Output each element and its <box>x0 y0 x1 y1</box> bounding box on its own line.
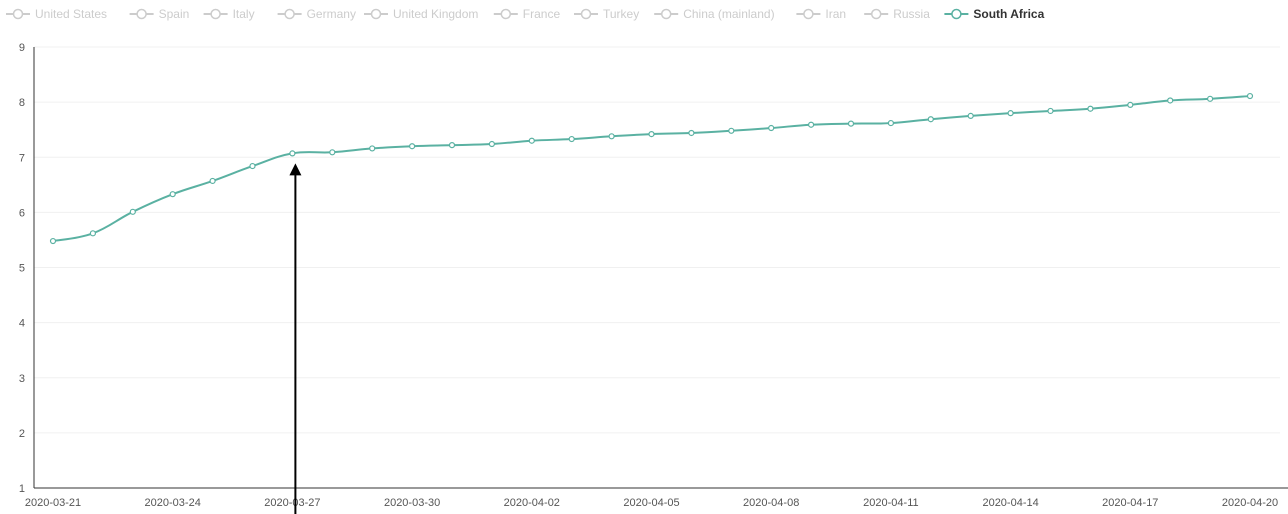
data-point <box>169 191 176 198</box>
x-tick-label: 2020-03-21 <box>25 497 81 509</box>
x-tick-label: 2020-04-11 <box>863 497 918 509</box>
data-point <box>688 129 695 137</box>
data-point <box>1007 110 1014 117</box>
y-tick-label: 5 <box>19 263 25 275</box>
data-point <box>528 137 535 144</box>
data-point <box>1047 107 1054 115</box>
y-tick-label: 1 <box>19 483 25 495</box>
data-point <box>648 130 655 138</box>
data-point <box>1087 105 1094 112</box>
data-point <box>608 133 615 140</box>
legend-label: China (mainland) <box>683 7 774 21</box>
data-point <box>768 124 775 132</box>
data-point <box>967 112 974 120</box>
legend-item[interactable]: China (mainland) <box>654 7 775 21</box>
y-tick-label: 7 <box>19 152 25 164</box>
legend-item[interactable]: Russia <box>864 7 930 21</box>
annotation-layer <box>289 163 302 514</box>
legend-marker-icon <box>136 8 147 20</box>
data-point <box>289 150 296 157</box>
legend-marker-icon <box>284 8 295 20</box>
data-point <box>728 127 735 134</box>
series-layer <box>49 92 1254 245</box>
legend-item[interactable]: France <box>493 7 561 21</box>
data-point <box>329 149 336 156</box>
legend-marker-icon <box>500 8 512 20</box>
legend-item[interactable]: United States <box>6 7 107 21</box>
data-point <box>807 121 815 128</box>
y-tick-label: 9 <box>19 42 25 54</box>
legend-item[interactable]: Iran <box>796 7 846 21</box>
legend-label: France <box>523 7 561 21</box>
data-point <box>1127 101 1134 108</box>
data-point <box>209 177 216 185</box>
data-point <box>49 237 57 245</box>
data-point <box>89 230 97 237</box>
legend-marker-icon <box>370 8 382 20</box>
x-tick-label: 2020-04-17 <box>1102 497 1158 509</box>
y-axis: 1 2 3 4 5 6 7 8 9 <box>19 42 35 495</box>
data-point <box>369 145 376 152</box>
legend-label: United Kingdom <box>393 7 478 21</box>
y-tick-label: 8 <box>19 97 25 109</box>
series-line <box>52 95 1251 243</box>
x-tick-label: 2020-04-05 <box>623 497 679 509</box>
y-tick-label: 2 <box>19 428 25 440</box>
x-tick-label: 2020-04-14 <box>982 497 1038 509</box>
legend-item[interactable]: Italy <box>203 7 255 21</box>
legend-marker-icon <box>12 8 24 20</box>
legend-marker-icon <box>870 8 882 20</box>
legend-label: Italy <box>233 7 255 21</box>
data-point <box>249 162 256 170</box>
annotation-arrow-head <box>289 163 302 176</box>
legend-label: Iran <box>825 7 846 21</box>
y-tick-label: 4 <box>19 318 25 330</box>
legend-label: Russia <box>893 7 930 21</box>
data-point <box>887 119 895 127</box>
x-tick-label: 2020-03-27 <box>264 497 320 509</box>
x-tick-label: 2020-04-08 <box>743 497 799 509</box>
legend-item[interactable]: Turkey <box>574 7 639 21</box>
data-point <box>847 120 855 127</box>
y-tick-label: 3 <box>19 373 25 385</box>
legend-item[interactable]: Germany <box>277 7 356 21</box>
data-point <box>1206 95 1214 102</box>
data-point <box>927 116 934 123</box>
legend-item[interactable]: Spain <box>129 7 190 21</box>
legend-marker-icon <box>951 8 962 20</box>
legend-marker-icon <box>580 8 592 20</box>
legend-marker-icon <box>803 8 814 20</box>
data-point <box>1246 92 1254 100</box>
x-tick-label: 2020-04-20 <box>1222 497 1278 509</box>
data-point <box>129 208 136 215</box>
chart-legend: United States Spain Italy Germany United Kin… <box>6 7 1045 21</box>
data-point <box>568 135 575 143</box>
legend-label: Turkey <box>603 7 639 21</box>
legend-label: Germany <box>307 7 356 21</box>
data-point <box>488 140 495 148</box>
data-point <box>1167 97 1174 104</box>
data-point <box>448 142 456 149</box>
legend-label: United States <box>35 7 107 21</box>
x-axis: 2020-03-21 2020-03-24 2020-03-27 2020-03-30… <box>25 487 1288 509</box>
legend-marker-icon <box>660 8 672 20</box>
legend-item[interactable]: United Kingdom <box>364 7 478 21</box>
x-tick-label: 2020-04-02 <box>504 497 560 509</box>
x-tick-label: 2020-03-30 <box>384 497 440 509</box>
chart-grid <box>34 46 1280 434</box>
x-tick-label: 2020-03-24 <box>145 497 201 509</box>
legend-label: Spain <box>159 7 190 21</box>
legend-label: South Africa <box>973 7 1044 21</box>
legend-item[interactable]: South Africa <box>944 7 1045 21</box>
legend-marker-icon <box>210 8 221 20</box>
y-tick-label: 6 <box>19 207 25 219</box>
data-point <box>409 143 416 150</box>
